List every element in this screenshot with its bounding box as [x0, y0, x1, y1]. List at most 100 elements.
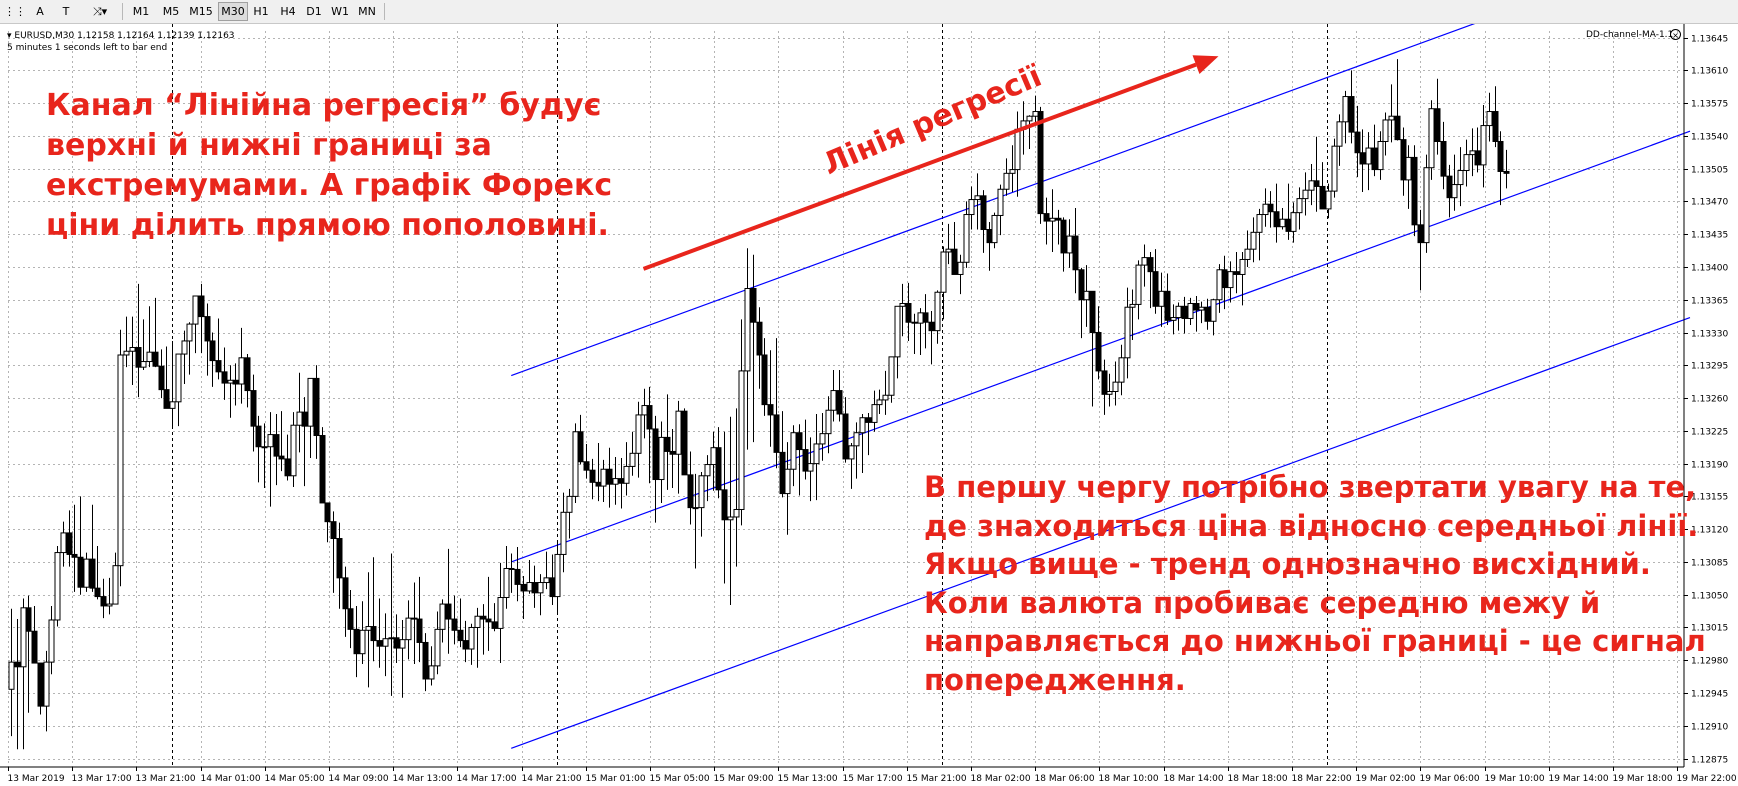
text-tool-icon[interactable]: A	[36, 5, 44, 18]
candle-bear	[158, 365, 165, 391]
candle-bull	[1129, 303, 1136, 308]
candle-bull	[1141, 257, 1148, 266]
candle-bull	[307, 377, 314, 427]
candle-bear	[1078, 269, 1085, 301]
arrows-icon[interactable]: ⤨▾	[92, 4, 108, 18]
candle-bear	[1152, 271, 1159, 307]
candle-bull	[1026, 115, 1033, 122]
candle-bull	[1336, 121, 1343, 147]
candle-bull	[888, 356, 895, 396]
candle-bull	[692, 507, 699, 510]
price-chart[interactable]: 1.13645 1.13610 1.13575 1.13540 1.13505 1.134…	[0, 24, 1738, 786]
timeframe-h4-button[interactable]: H4	[280, 5, 296, 18]
candle-bear	[761, 354, 768, 406]
time-tick-label: 14 Mar 21:00	[522, 774, 582, 784]
candle-bear	[520, 583, 527, 592]
candle-bear	[750, 288, 757, 323]
time-tick-label: 18 Mar 22:00	[1292, 774, 1352, 784]
timeframe-mn-button[interactable]: MN	[358, 5, 376, 18]
candle-bull	[1239, 258, 1246, 275]
candle-bull	[784, 468, 791, 495]
candle-bear	[1089, 290, 1096, 334]
candle-bull	[1170, 317, 1177, 321]
candle-bull	[1377, 140, 1384, 171]
note-line: В першу чергу потрібно звертати увагу на…	[924, 470, 1697, 504]
candle-bear	[347, 608, 354, 630]
candle-bull	[710, 447, 717, 466]
candle-bear	[1319, 185, 1326, 210]
timeframe-m15-button[interactable]: M15	[189, 5, 213, 18]
price-tick-label: 1.12980	[1691, 657, 1728, 667]
candle-bull	[899, 302, 906, 307]
candle-bull	[175, 353, 182, 403]
candle-bull	[1158, 290, 1165, 307]
candle-bull	[612, 478, 619, 485]
candle-bull	[123, 350, 130, 356]
candle-bear	[255, 425, 262, 448]
timeframe-h1-button[interactable]: H1	[253, 5, 269, 18]
candle-bear	[1354, 131, 1361, 154]
candle-bull	[474, 615, 481, 628]
candle-bear	[342, 577, 349, 610]
candle-bull	[83, 558, 90, 588]
indicator-label: DD-channel-MA-1.1	[1586, 30, 1674, 40]
candle-bull	[991, 214, 998, 244]
crosshair-icon[interactable]: ⋮⋮	[4, 5, 26, 18]
candle-bull	[1118, 357, 1125, 383]
candle-bull	[1106, 391, 1113, 395]
candle-bear	[779, 451, 786, 495]
candle-bear	[198, 295, 205, 318]
price-tick-label: 1.13470	[1691, 198, 1728, 208]
candle-bear	[928, 321, 935, 332]
candle-bull	[405, 617, 412, 641]
candle-bear	[71, 553, 78, 558]
candle-bear	[1273, 211, 1280, 228]
time-tick-label: 14 Mar 01:00	[201, 774, 261, 784]
candle-bear	[681, 410, 688, 476]
candle-bear	[370, 626, 377, 642]
candle-bear	[1313, 180, 1320, 187]
time-tick-label: 13 Mar 21:00	[136, 774, 196, 784]
candle-bear	[411, 617, 418, 620]
time-tick-label: 15 Mar 09:00	[714, 774, 774, 784]
time-tick-label: 18 Mar 06:00	[1035, 774, 1095, 784]
note-line: Якщо вище - тренд однозначно висхідний.	[924, 547, 1651, 581]
candle-bear	[980, 195, 987, 231]
timeframe-m30-button[interactable]: M30	[218, 2, 248, 21]
candle-bull	[1342, 96, 1349, 123]
chart-background	[0, 24, 1738, 786]
candle-bear	[577, 431, 584, 463]
time-tick-label: 13 Mar 2019	[8, 774, 65, 784]
chart-toolbar: ⋮⋮ A T ⤨▾ M1 M5 M15 M30 H1 H4 D1 W1 MN	[0, 0, 1738, 24]
candle-bear	[687, 474, 694, 509]
candle-bull	[572, 431, 579, 497]
candle-bear	[1434, 108, 1441, 142]
candle-bull	[871, 404, 878, 423]
candle-bear	[313, 377, 320, 437]
candle-bull	[727, 516, 734, 521]
candle-bear	[1072, 235, 1079, 271]
note-line: ціни ділить прямою пополовині.	[46, 208, 609, 243]
candle-bear	[1043, 213, 1050, 222]
candle-bull	[957, 261, 964, 275]
symbol-quote-line: ▾ EURUSD,M30 1.12158 1.12164 1.12139 1.1…	[7, 31, 235, 41]
candle-bear	[1417, 224, 1424, 244]
timeframe-m1-button[interactable]: M1	[132, 5, 150, 18]
timeframe-m5-button[interactable]: M5	[162, 5, 180, 18]
time-tick-label: 14 Mar 09:00	[329, 774, 389, 784]
timeframe-w1-button[interactable]: W1	[331, 5, 349, 18]
close-indicator-icon[interactable]: ×	[1670, 29, 1681, 40]
candle-bull	[1325, 190, 1332, 210]
candle-bear	[1101, 370, 1108, 395]
candle-bear	[589, 469, 596, 483]
candle-bull	[819, 433, 826, 445]
candle-bull	[1428, 108, 1435, 169]
candle-bull	[635, 414, 642, 454]
time-tick-label: 19 Mar 06:00	[1420, 774, 1480, 784]
text-label-icon[interactable]: T	[62, 5, 70, 18]
price-tick-label: 1.13295	[1691, 362, 1728, 372]
candle-bull	[629, 452, 636, 467]
timeframe-d1-button[interactable]: D1	[306, 5, 322, 18]
candle-bear	[1394, 115, 1401, 141]
candlesticks	[8, 59, 1510, 750]
